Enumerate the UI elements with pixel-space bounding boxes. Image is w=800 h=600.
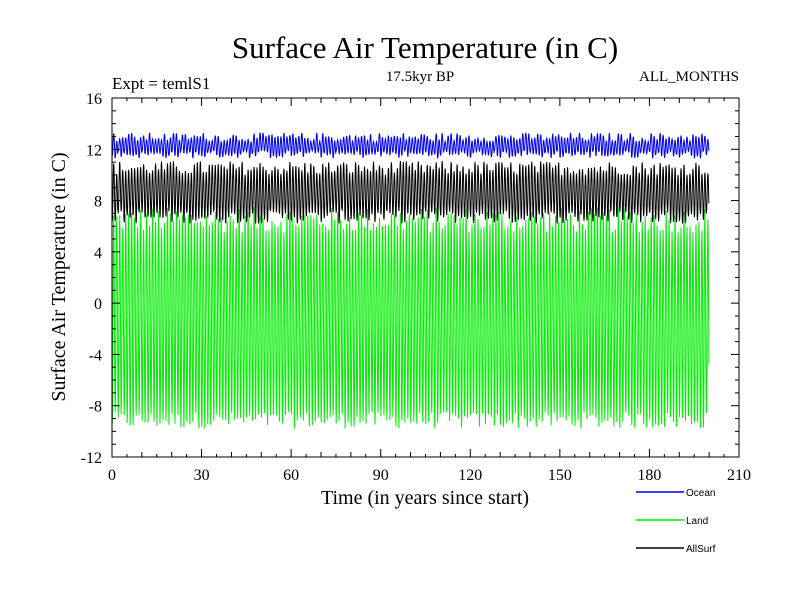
x-tick-label: 90 bbox=[373, 467, 389, 484]
y-tick-label: 8 bbox=[94, 194, 102, 211]
y-tick-label: 0 bbox=[94, 296, 102, 313]
months-label: ALL_MONTHS bbox=[639, 69, 739, 85]
x-tick-label: 60 bbox=[283, 467, 299, 484]
y-tick-label: -8 bbox=[89, 399, 102, 416]
y-axis-label: Surface Air Temperature (in C) bbox=[48, 152, 70, 401]
experiment-label: Expt = temlS1 bbox=[112, 74, 210, 93]
x-tick-label: 210 bbox=[727, 467, 751, 484]
x-tick-label: 0 bbox=[108, 467, 116, 484]
y-tick-label: -4 bbox=[89, 347, 102, 364]
legend-label: Ocean bbox=[686, 488, 715, 499]
legend-label: Land bbox=[686, 516, 708, 527]
y-tick-label: 16 bbox=[86, 91, 102, 108]
plot-frame bbox=[111, 97, 740, 458]
legend-label: AllSurf bbox=[686, 544, 716, 555]
legend: Ocean Land AllSurf bbox=[636, 488, 716, 555]
chart-title: Surface Air Temperature (in C) bbox=[232, 30, 618, 65]
x-axis-label: Time (in years since start) bbox=[321, 487, 529, 509]
y-tick-label: -12 bbox=[81, 450, 102, 467]
x-tick-label: 180 bbox=[637, 467, 661, 484]
x-tick-label: 150 bbox=[548, 467, 572, 484]
y-tick-label: 12 bbox=[86, 142, 102, 159]
y-tick-labels: -12 -8 -4 0 4 8 12 16 bbox=[81, 91, 102, 467]
period-label: 17.5kyr BP bbox=[386, 69, 454, 85]
series-line-ocean bbox=[112, 132, 710, 159]
x-tick-label: 30 bbox=[194, 467, 210, 484]
series-layer bbox=[112, 132, 710, 429]
x-tick-labels: 0 30 60 90 120 150 180 210 bbox=[108, 467, 751, 484]
series-line-land bbox=[112, 207, 710, 429]
y-tick-label: 4 bbox=[94, 245, 102, 262]
x-tick-label: 120 bbox=[458, 467, 482, 484]
series-line-allsurf bbox=[112, 160, 710, 224]
